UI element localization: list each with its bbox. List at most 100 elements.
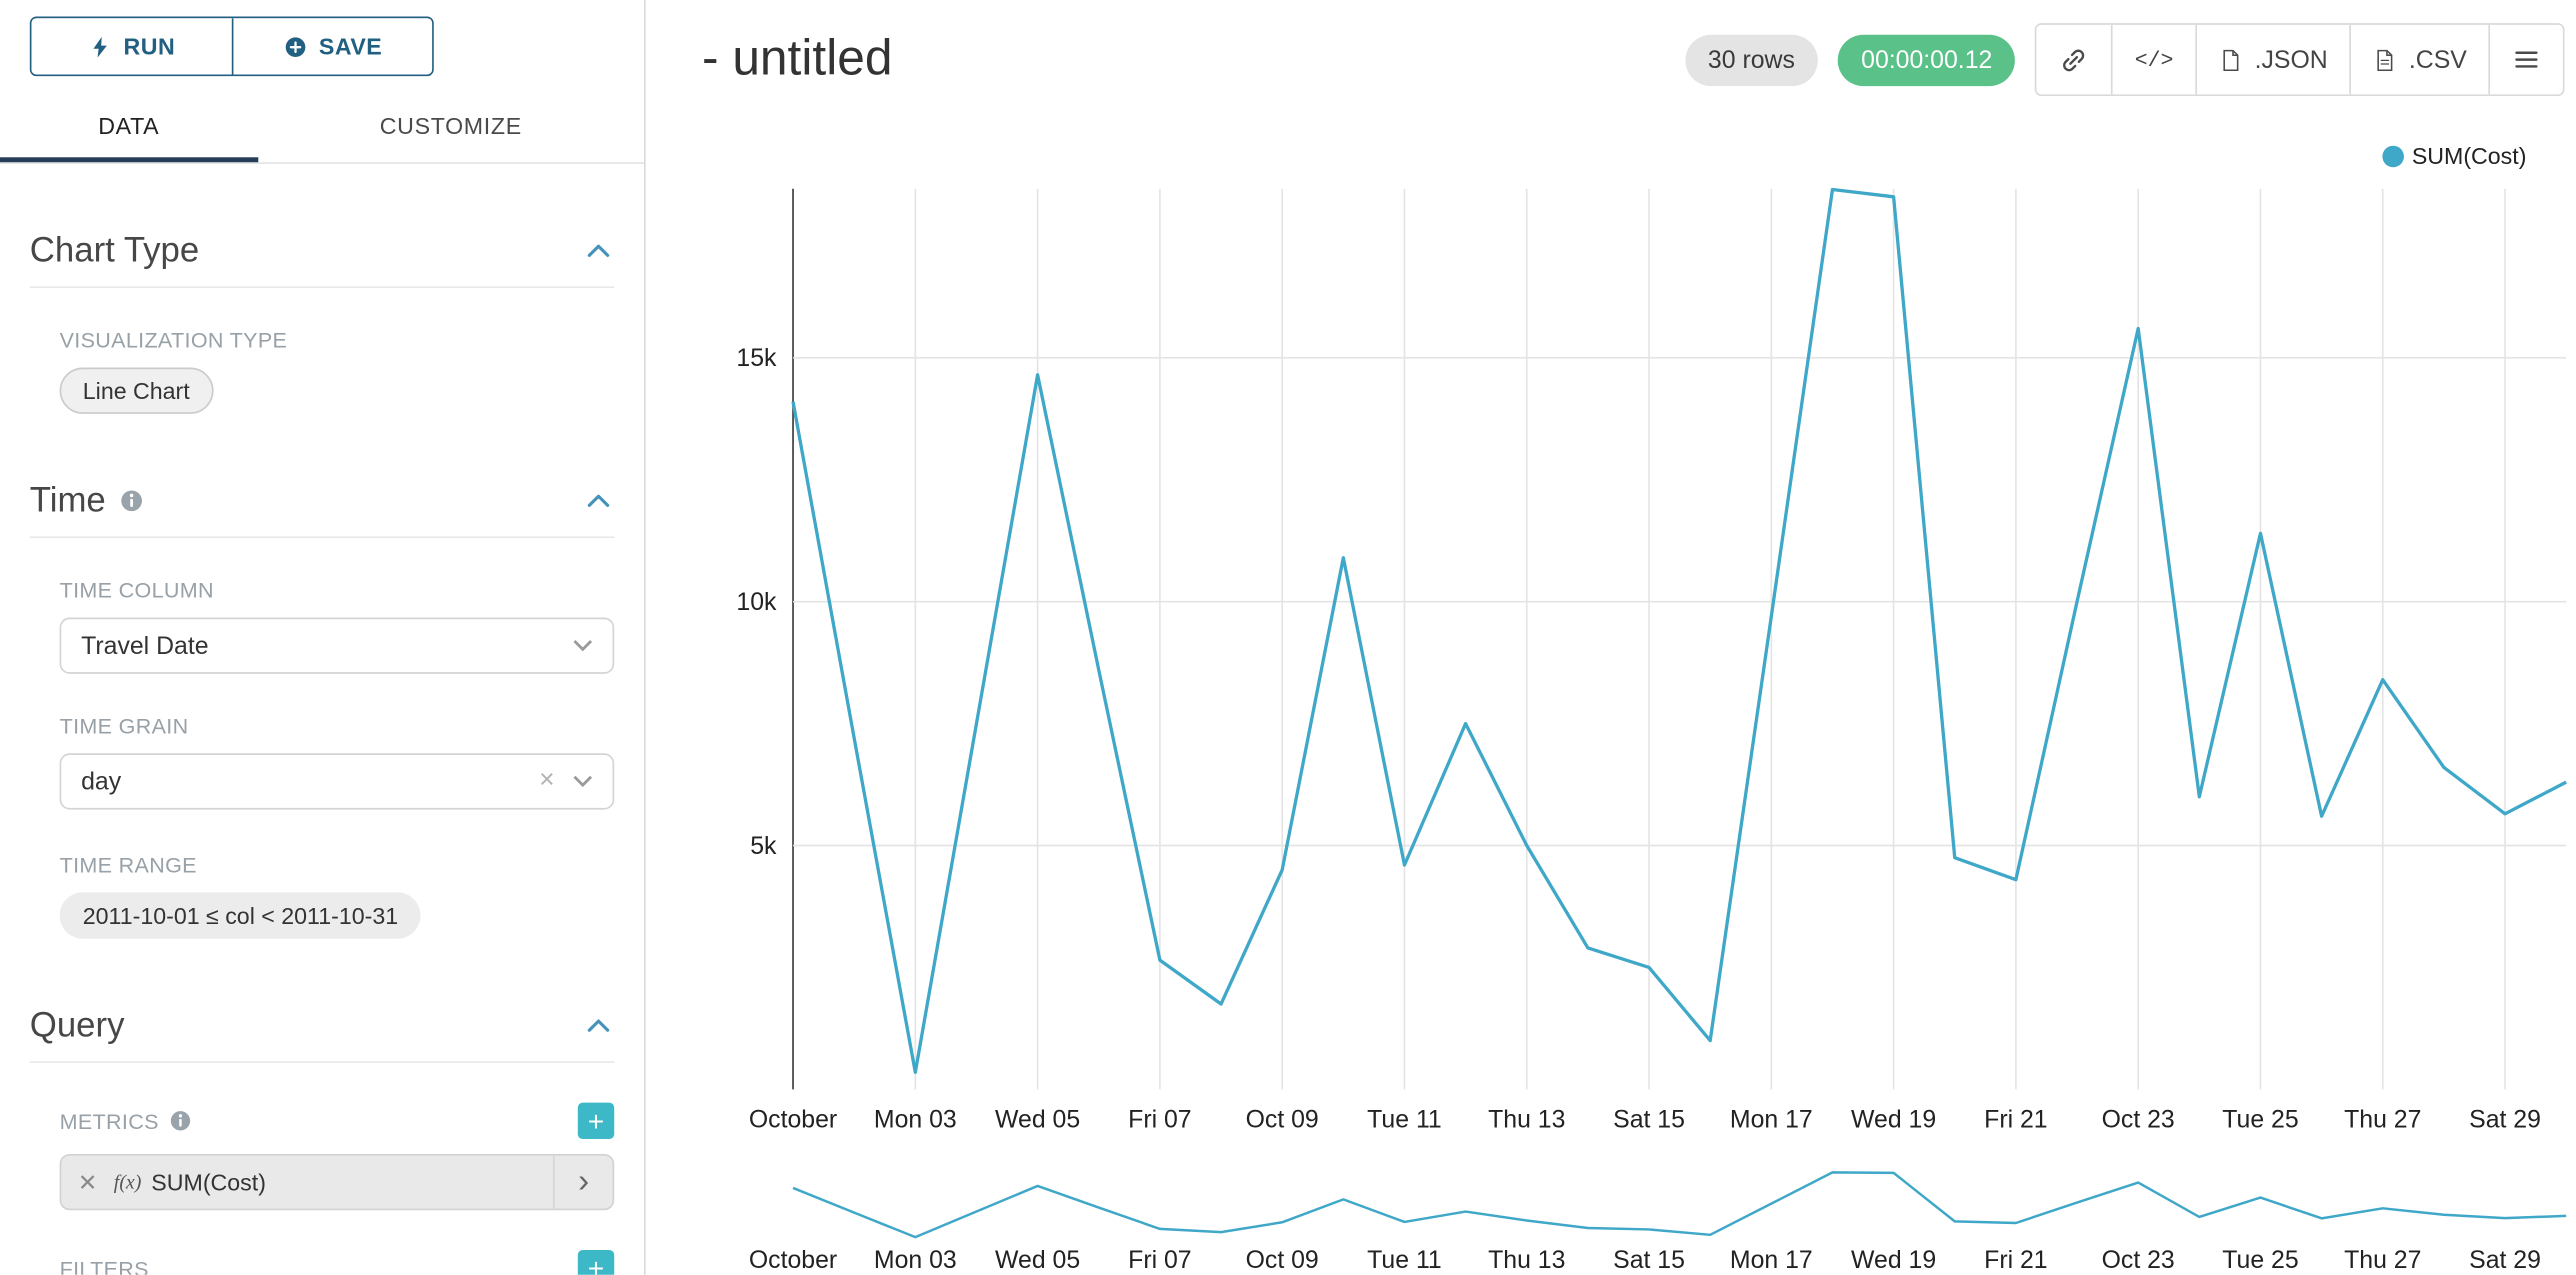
section-title-query: Query	[29, 1006, 125, 1045]
link-icon	[2063, 48, 2085, 71]
add-metric-button[interactable]: +	[577, 1102, 615, 1140]
export-csv-button[interactable]: .CSV	[2349, 24, 2489, 95]
svg-text:Oct 09: Oct 09	[1246, 1106, 1319, 1133]
viz-type-field: VISUALIZATION TYPE Line Chart	[59, 327, 615, 414]
svg-text:Sat 15: Sat 15	[1613, 1106, 1685, 1133]
section-title-chart-type: Chart Type	[29, 231, 200, 270]
svg-text:15k: 15k	[736, 345, 777, 372]
fx-icon: f(x)	[113, 1169, 142, 1193]
svg-text:Thu 27: Thu 27	[2344, 1247, 2421, 1274]
filters-label: FILTERS	[60, 1256, 149, 1275]
embed-code-button[interactable]: </>	[2111, 24, 2195, 95]
section-title-time: Time	[30, 480, 144, 521]
viz-type-label: VISUALIZATION TYPE	[59, 327, 288, 353]
metrics-label: METRICS	[60, 1108, 192, 1133]
export-toolbar: </> .JSON .CSV	[2035, 23, 2565, 97]
time-range-value[interactable]: 2011-10-01 ≤ col < 2011-10-31	[59, 892, 422, 939]
panel-body: Chart Type VISUALIZATION TYPE Line Chart…	[0, 230, 644, 1275]
code-icon: </>	[2134, 47, 2174, 73]
svg-text:Mon 17: Mon 17	[1730, 1247, 1813, 1274]
chevron-right-icon[interactable]: ›	[552, 1155, 613, 1209]
section-time-header: Time	[30, 480, 614, 521]
export-json-button[interactable]: .JSON	[2194, 24, 2350, 95]
time-range-label: TIME RANGE	[59, 852, 197, 878]
json-file-icon	[2223, 48, 2239, 71]
svg-text:Mon 17: Mon 17	[1730, 1106, 1813, 1133]
svg-text:Thu 13: Thu 13	[1488, 1247, 1565, 1274]
svg-text:Wed 05: Wed 05	[995, 1106, 1080, 1133]
short-link-button[interactable]	[2037, 24, 2112, 95]
time-grain-select[interactable]: day ×	[59, 753, 615, 810]
section-divider	[29, 536, 615, 539]
info-icon	[170, 1111, 190, 1131]
time-column-select[interactable]: Travel Date	[59, 617, 615, 674]
metrics-label-text: METRICS	[59, 1108, 159, 1134]
plus-circle-icon	[285, 36, 305, 57]
add-filter-button[interactable]: +	[577, 1249, 615, 1275]
run-save-button-group: RUN SAVE	[29, 16, 434, 77]
section-divider	[29, 1061, 615, 1063]
run-button-label: RUN	[123, 33, 176, 60]
section-divider	[29, 286, 615, 289]
svg-text:Mon 03: Mon 03	[874, 1247, 957, 1274]
time-column-value: Travel Date	[81, 631, 209, 660]
tab-customize[interactable]: CUSTOMIZE	[379, 112, 522, 140]
svg-text:Fri 21: Fri 21	[1984, 1247, 2047, 1274]
chart-header-actions: 30 rows 00:00:00.12 </> .JSON .	[1684, 23, 2565, 97]
tab-data[interactable]: DATA	[0, 89, 258, 163]
svg-text:Thu 27: Thu 27	[2344, 1106, 2421, 1133]
query-timer-badge: 00:00:00.12	[1837, 33, 2016, 86]
svg-text:Thu 13: Thu 13	[1488, 1106, 1565, 1133]
lightning-icon	[92, 36, 107, 57]
legend-label: SUM(Cost)	[2411, 142, 2527, 169]
metric-item[interactable]: ✕ f(x) SUM(Cost) ›	[59, 1153, 615, 1211]
remove-metric-icon[interactable]: ✕	[77, 1168, 98, 1195]
export-json-label: .JSON	[2254, 45, 2328, 74]
panel-tabs: DATA CUSTOMIZE	[0, 89, 645, 164]
svg-text:Wed 05: Wed 05	[995, 1247, 1080, 1274]
caret-down-icon	[573, 775, 593, 788]
time-grain-label: TIME GRAIN	[59, 713, 189, 739]
svg-text:Tue 25: Tue 25	[2222, 1106, 2298, 1133]
section-query-header: Query	[30, 1005, 614, 1046]
filters-header-row: FILTERS +	[60, 1249, 615, 1275]
svg-text:5k: 5k	[750, 833, 777, 860]
time-grain-field: TIME GRAIN day ×	[59, 713, 615, 810]
metric-name: SUM(Cost)	[151, 1168, 266, 1196]
chart-panel: 5k 10k 15k October Mon 03 Wed 05 Fri 07 Oct 09 T…	[645, 0, 2576, 1275]
control-panel: RUN SAVE DATA CUSTOMIZE Chart Type VISUA…	[0, 0, 646, 1275]
viz-type-value[interactable]: Line Chart	[59, 367, 213, 414]
svg-text:Sat 29: Sat 29	[2469, 1106, 2541, 1133]
svg-text:Mon 03: Mon 03	[874, 1106, 957, 1133]
metrics-header-row: METRICS +	[60, 1102, 615, 1140]
hamburger-icon	[2515, 51, 2538, 68]
chart-header: - untitled 30 rows 00:00:00.12 </> .JSON	[646, 0, 2576, 97]
save-button[interactable]: SAVE	[230, 18, 433, 75]
svg-text:Tue 11: Tue 11	[1367, 1106, 1442, 1133]
svg-text:Tue 11: Tue 11	[1367, 1247, 1442, 1274]
caret-down-icon	[573, 640, 593, 652]
svg-text:10k: 10k	[736, 589, 777, 616]
svg-text:Oct 09: Oct 09	[1246, 1247, 1319, 1274]
row-count-badge: 30 rows	[1684, 33, 1819, 86]
chevron-up-icon[interactable]	[583, 235, 614, 266]
svg-text:Oct 23: Oct 23	[2102, 1247, 2175, 1274]
menu-button[interactable]	[2488, 24, 2563, 95]
svg-text:Wed 19: Wed 19	[1851, 1106, 1936, 1133]
time-range-field: TIME RANGE 2011-10-01 ≤ col < 2011-10-31	[59, 852, 615, 939]
section-chart-type-header: Chart Type	[30, 230, 614, 271]
legend-dot	[2382, 144, 2404, 167]
svg-text:Fri 21: Fri 21	[1984, 1106, 2047, 1133]
svg-text:October: October	[749, 1247, 837, 1274]
clear-icon[interactable]: ×	[539, 766, 555, 795]
chevron-up-icon[interactable]	[583, 1010, 614, 1041]
svg-text:October: October	[749, 1106, 837, 1133]
chart-legend[interactable]: SUM(Cost)	[2382, 142, 2527, 169]
run-button[interactable]: RUN	[31, 18, 231, 75]
svg-text:Sat 29: Sat 29	[2469, 1247, 2541, 1274]
filters-label-text: FILTERS	[59, 1255, 149, 1275]
chevron-up-icon[interactable]	[583, 485, 614, 516]
svg-text:Wed 19: Wed 19	[1851, 1247, 1936, 1274]
line-chart-canvas[interactable]: 5k 10k 15k October Mon 03 Wed 05 Fri 07 Oct 09 T…	[646, 0, 2576, 1275]
